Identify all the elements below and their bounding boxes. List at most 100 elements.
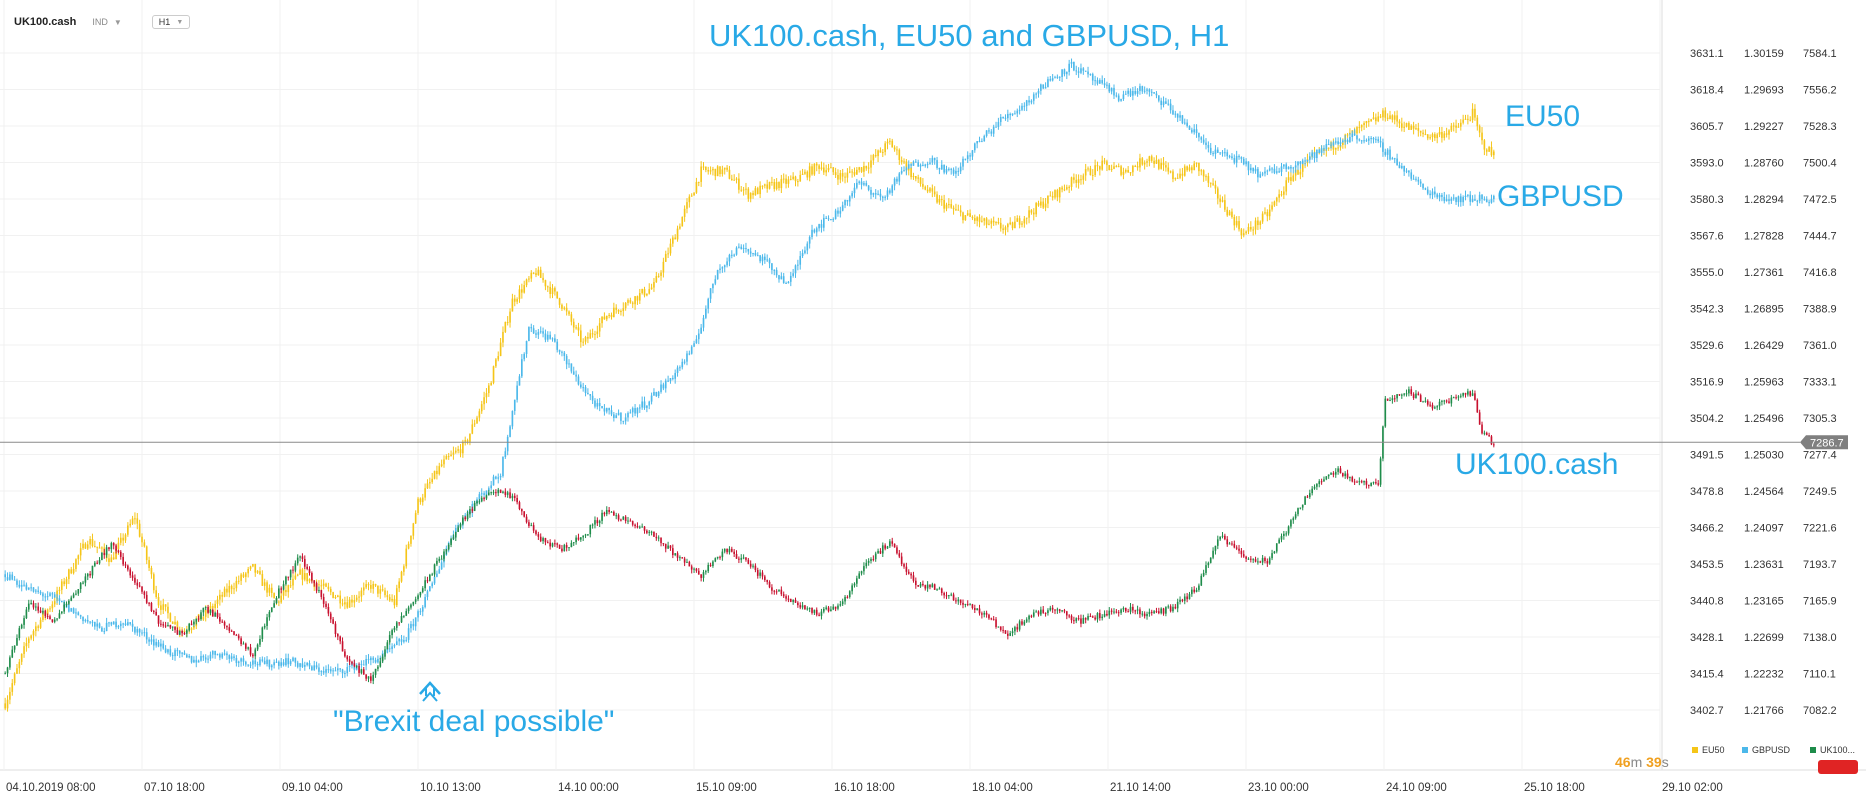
gbpusd-candle	[1101, 80, 1104, 84]
uk100-candle	[620, 519, 622, 521]
gbpusd-candle	[740, 246, 743, 249]
gbpusd-candle	[804, 250, 806, 254]
legend-item-gbpusd[interactable]: GBPUSD	[1742, 745, 1790, 755]
eu50-candle	[948, 204, 950, 206]
gbpusd-candle	[433, 576, 436, 584]
eu50-candle	[521, 289, 523, 293]
eu50-candle	[985, 218, 988, 225]
gbpusd-candle	[662, 384, 665, 389]
axis-tick-label: 1.22699	[1744, 632, 1784, 644]
eu50-candle	[579, 330, 582, 343]
uk100-candle	[1292, 518, 1295, 521]
uk100-candle	[207, 606, 209, 613]
eu50-candle	[42, 612, 44, 620]
sell-button[interactable]	[1818, 760, 1858, 774]
gbpusd-candle	[261, 659, 264, 661]
uk100-candle	[839, 604, 842, 606]
grid	[0, 0, 1866, 771]
uk100-candle	[325, 603, 327, 607]
gbpusd-candle	[1325, 144, 1328, 150]
gbpusd-candle	[436, 573, 438, 577]
uk100-candle	[848, 591, 851, 597]
legend-item-uk100[interactable]: UK100...	[1810, 745, 1855, 755]
uk100-candle	[1398, 394, 1401, 396]
eu50-candle	[459, 449, 462, 454]
gbpusd-candle	[405, 639, 408, 641]
gbpusd-candle	[551, 338, 554, 340]
uk100-candle	[1032, 612, 1035, 617]
gbpusd-candle	[1476, 200, 1479, 202]
uk100-candle	[940, 588, 943, 593]
indicator-selector[interactable]: IND	[92, 17, 108, 27]
gbpusd-candle	[1042, 84, 1045, 89]
eu50-candle	[445, 456, 448, 460]
eu50-candle	[1372, 117, 1375, 120]
gbpusd-candle	[679, 367, 681, 369]
uk100-candle	[256, 644, 259, 650]
axis-tick-label: 7082.2	[1803, 705, 1837, 717]
eu50-candle	[1412, 125, 1415, 129]
gbpusd-candle	[936, 160, 938, 168]
gbpusd-candle	[1474, 199, 1476, 201]
eu50-candle	[919, 177, 922, 184]
uk100-candle	[1403, 393, 1405, 395]
gbpusd-candle	[193, 659, 195, 663]
legend-item-eu50[interactable]: EU50	[1692, 745, 1725, 755]
gbpusd-candle	[1292, 167, 1295, 169]
gbpusd-candle	[79, 615, 82, 617]
chevron-down-icon[interactable]: ▼	[113, 17, 122, 27]
gbpusd-candle	[962, 158, 964, 167]
uk100-candle	[497, 489, 500, 494]
uk100-candle	[546, 542, 549, 544]
eu50-candle	[351, 599, 353, 603]
uk100-candle	[115, 545, 117, 551]
gbpusd-candle	[1089, 74, 1092, 76]
gbpusd-candle	[289, 661, 292, 665]
uk100-candle	[86, 573, 89, 577]
eu50-candle	[1476, 117, 1479, 127]
eu50-candle	[966, 213, 969, 216]
eu50-candle	[141, 536, 143, 543]
uk100-candle	[528, 522, 530, 526]
gbpusd-candle	[1150, 91, 1153, 93]
eu50-candle	[322, 583, 325, 586]
eu50-candle	[962, 212, 964, 221]
eu50-candle	[945, 204, 948, 209]
gbpusd-candle	[431, 583, 434, 587]
uk100-candle	[464, 517, 467, 520]
eu50-candle	[1007, 224, 1009, 228]
eu50-candle	[591, 333, 594, 335]
eu50-candle	[1219, 198, 1221, 202]
eu50-candle	[830, 167, 832, 169]
eu50-candle	[499, 342, 502, 357]
gbpusd-candle	[825, 217, 827, 219]
eu50-candle	[393, 598, 396, 606]
eu50-candle	[1426, 134, 1429, 139]
eu50-candle	[235, 580, 238, 589]
uk100-candle	[1422, 401, 1424, 403]
eu50-candle	[462, 441, 464, 454]
gbpusd-candle	[1452, 197, 1455, 199]
eu50-candle	[1367, 121, 1370, 123]
gbpusd-candle	[1464, 195, 1467, 198]
uk100-candle	[509, 492, 511, 499]
eu50-candle	[1474, 108, 1476, 118]
uk100-candle	[988, 614, 990, 619]
axis-tick-label: 1.25496	[1744, 413, 1784, 425]
uk100-candle	[230, 630, 233, 632]
uk100-candle	[756, 569, 759, 576]
eu50-candle	[176, 621, 179, 630]
eu50-candle	[86, 544, 89, 549]
symbol-selector[interactable]: UK100.cash	[14, 16, 77, 28]
gbpusd-candle	[157, 642, 160, 647]
gbpusd-candle	[1073, 62, 1075, 71]
uk100-candle	[589, 525, 592, 535]
eu50-candle	[513, 298, 516, 302]
gbpusd-candle	[223, 653, 226, 655]
gbpusd-candle	[4, 574, 7, 578]
axis-tick-label: 1.23165	[1744, 596, 1784, 608]
gbpusd-candle	[664, 380, 667, 389]
timeframe-selector[interactable]: H1 ▼	[151, 15, 191, 29]
axis-tick-label: 1.29227	[1744, 121, 1784, 133]
